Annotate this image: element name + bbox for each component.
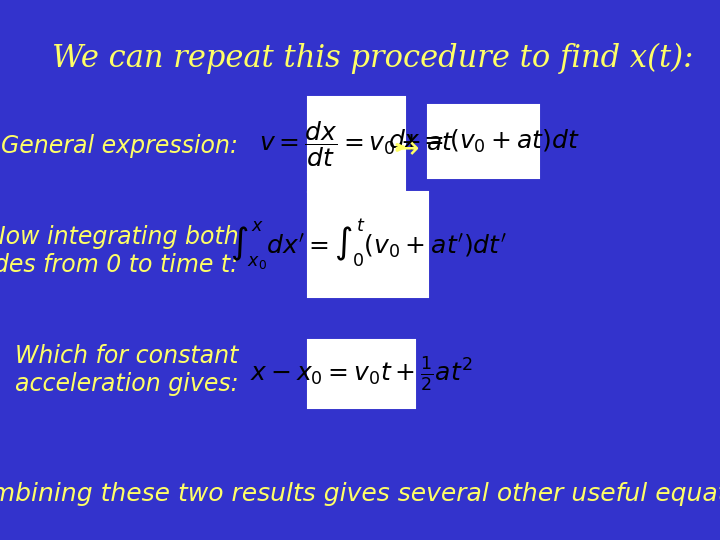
- Text: Now integrating both
sides from 0 to time t:: Now integrating both sides from 0 to tim…: [0, 225, 238, 277]
- Text: $\rightarrow$: $\rightarrow$: [388, 133, 420, 162]
- FancyBboxPatch shape: [308, 340, 415, 408]
- FancyBboxPatch shape: [428, 105, 539, 178]
- Text: We can repeat this procedure to find x(t):: We can repeat this procedure to find x(t…: [53, 43, 694, 75]
- Text: $\int_{x_0}^{x} dx' = \int_{0}^{t} \left(v_0 + at'\right)dt'$: $\int_{x_0}^{x} dx' = \int_{0}^{t} \left…: [230, 217, 506, 272]
- Text: Combining these two results gives several other useful equations!: Combining these two results gives severa…: [0, 482, 720, 506]
- Text: $x - x_0 = v_0 t + \frac{1}{2}at^2$: $x - x_0 = v_0 t + \frac{1}{2}at^2$: [250, 355, 473, 393]
- Text: $dx = \left(v_0 + at\right)dt$: $dx = \left(v_0 + at\right)dt$: [388, 128, 580, 156]
- Text: Which for constant
acceleration gives:: Which for constant acceleration gives:: [15, 344, 238, 396]
- FancyBboxPatch shape: [308, 97, 405, 192]
- Text: $v = \dfrac{dx}{dt} = v_0 + at$: $v = \dfrac{dx}{dt} = v_0 + at$: [258, 119, 454, 170]
- FancyBboxPatch shape: [308, 192, 428, 297]
- Text: General expression:: General expression:: [1, 134, 238, 158]
